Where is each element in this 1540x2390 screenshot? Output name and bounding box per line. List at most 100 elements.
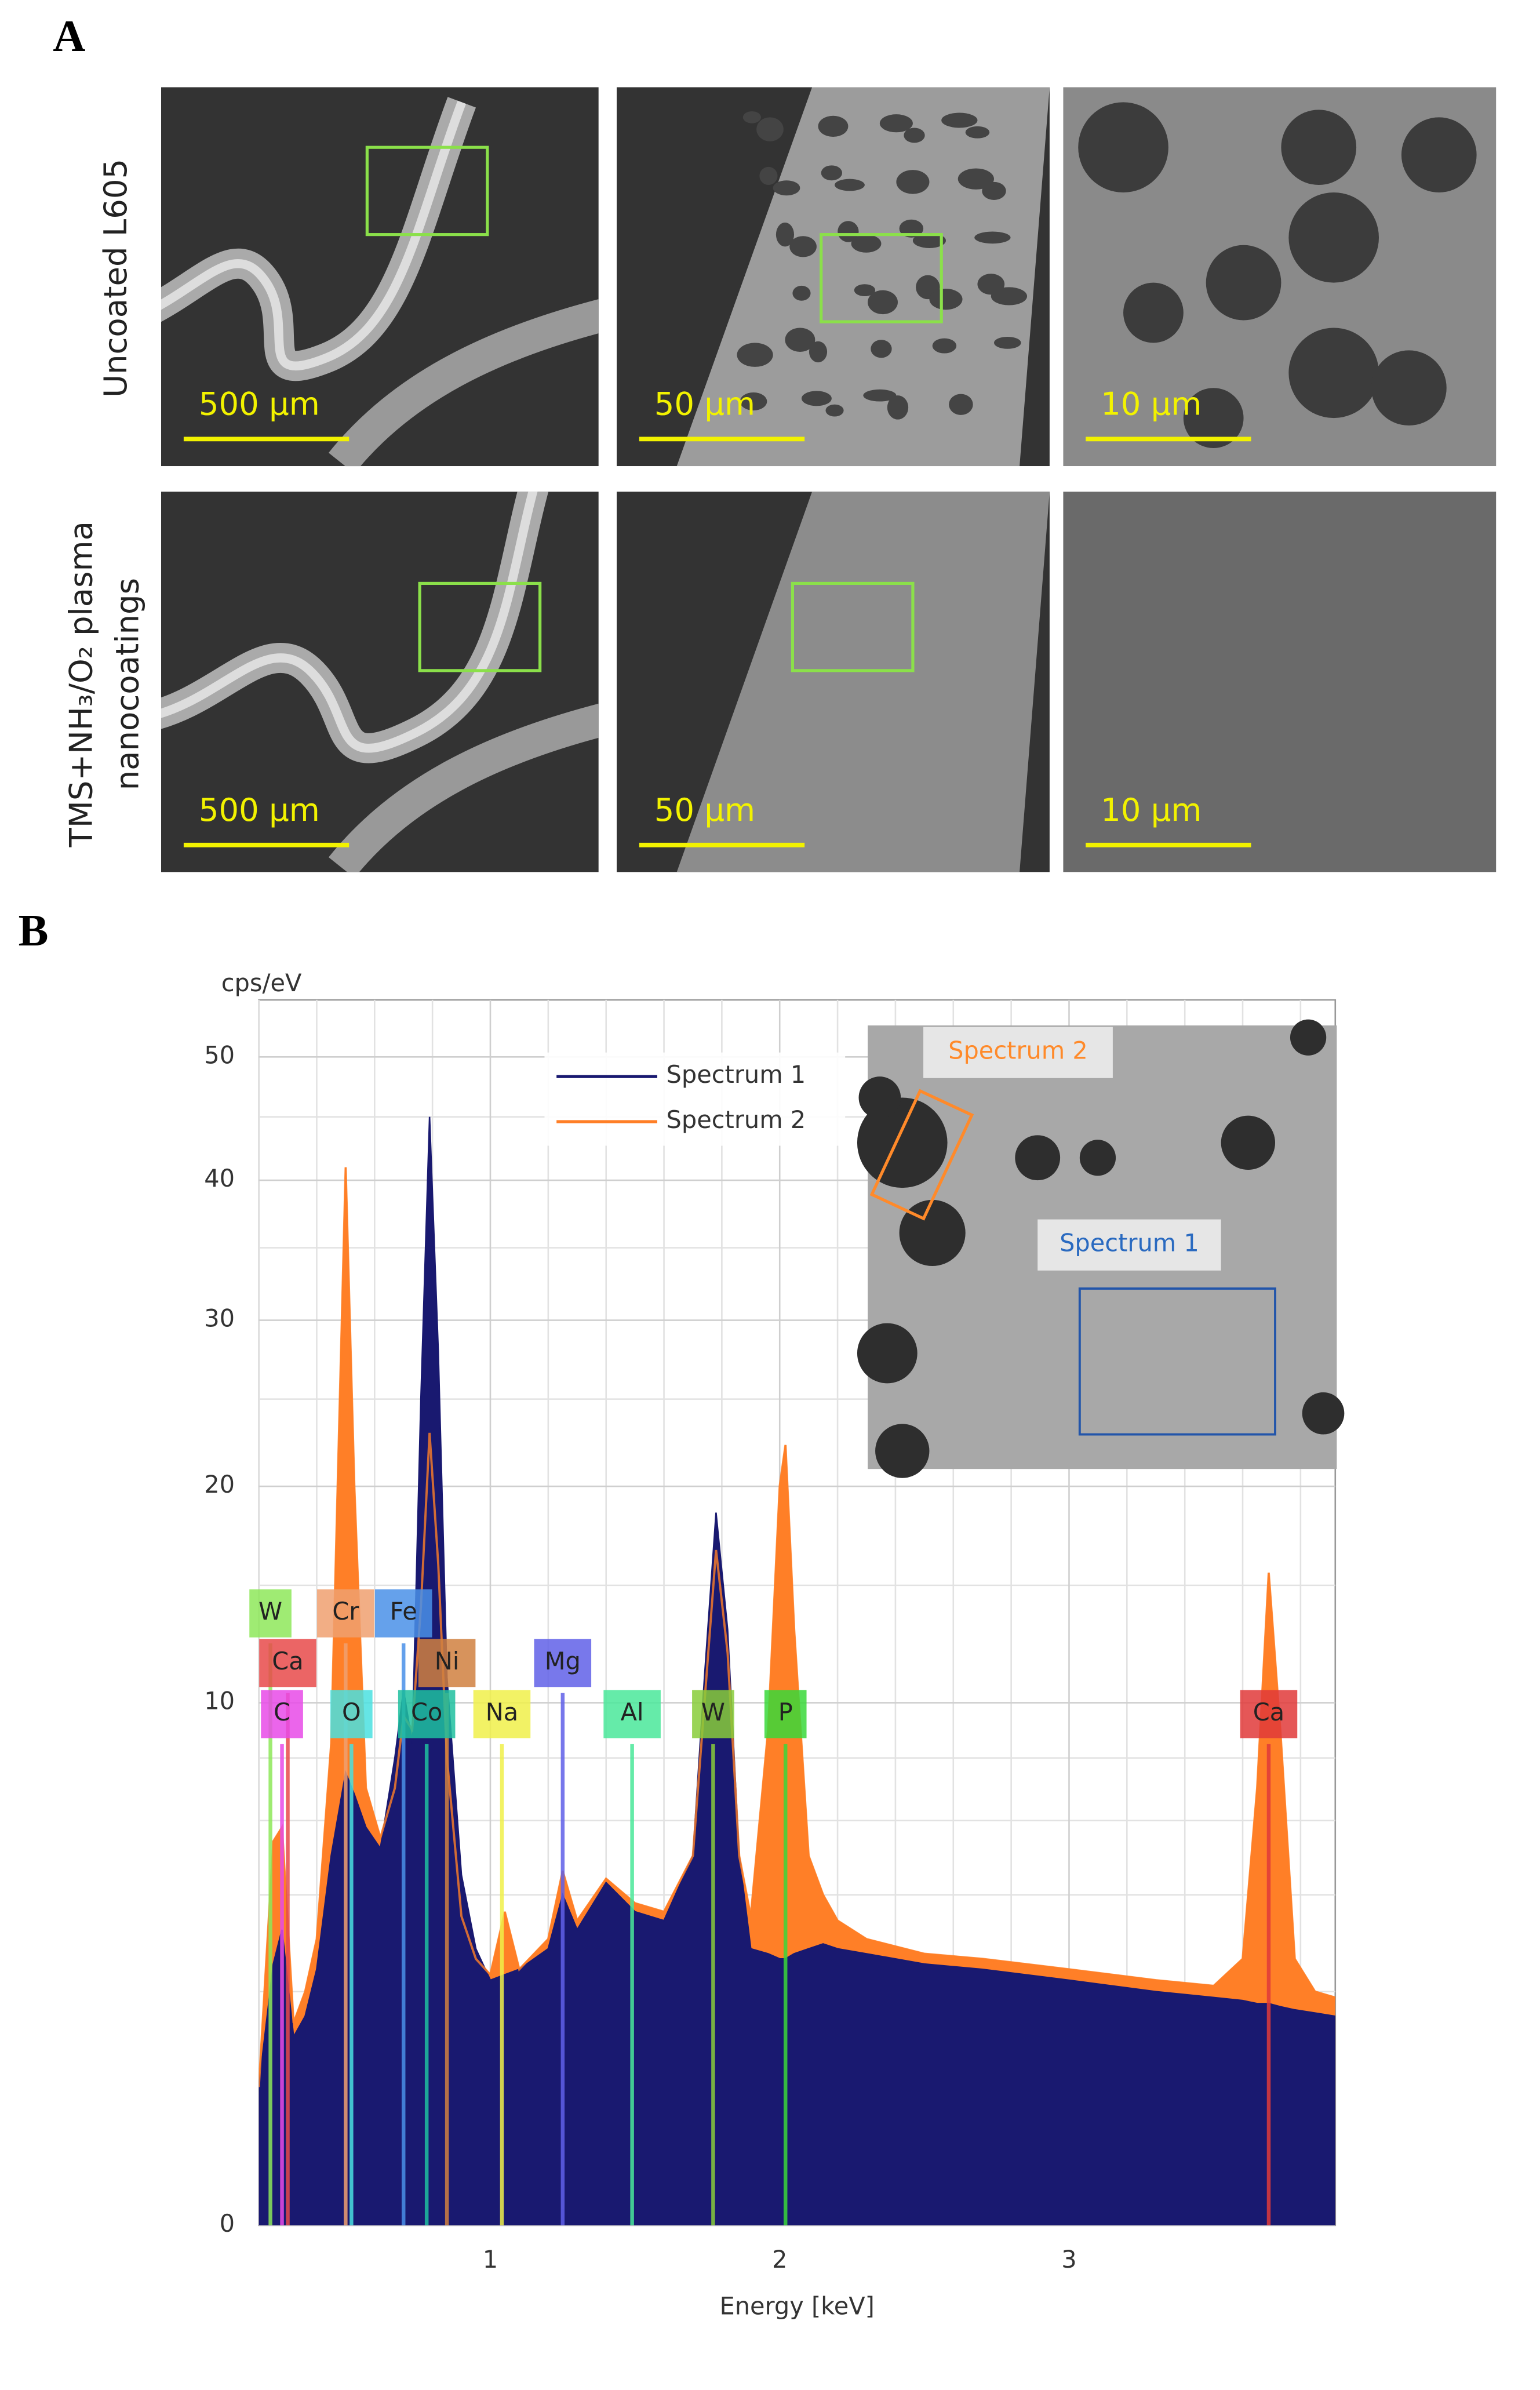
- zoom-box: [418, 581, 542, 672]
- row-label: TMS+NH₃/O₂ plasma: [62, 521, 99, 847]
- row-label: Uncoated L605: [97, 159, 134, 398]
- x-tick-label: 3: [1061, 2245, 1076, 2273]
- deposit: [863, 389, 897, 402]
- element-label-box: [534, 1639, 592, 1687]
- spectrum-2-region: [869, 1089, 974, 1221]
- x-axis-label: Energy [keV]: [720, 2292, 875, 2320]
- element-label: Cr: [332, 1597, 359, 1625]
- element-label: P: [778, 1698, 793, 1726]
- y-tick-label: 10: [204, 1686, 235, 1715]
- element-label-box: [473, 1690, 531, 1738]
- y-tick-label: 0: [220, 2209, 235, 2238]
- y-axis-label: cps/eV: [221, 969, 302, 997]
- element-label: Ca: [1253, 1698, 1284, 1726]
- deposit: [742, 111, 761, 123]
- y-tick-label: 30: [204, 1304, 235, 1333]
- sem-image: [161, 492, 599, 872]
- inset-image: Spectrum 2 Spectrum 1: [857, 1019, 1345, 1478]
- series-line: [259, 1167, 1335, 2087]
- deposit: [773, 180, 800, 196]
- element-label-box: [249, 1589, 292, 1638]
- deposit: [982, 181, 1006, 200]
- element-label: Na: [486, 1698, 518, 1726]
- element-label-box: [692, 1690, 734, 1738]
- deposit: [868, 290, 898, 315]
- deposit: [1288, 328, 1379, 419]
- deposit: [776, 222, 795, 247]
- deposit: [789, 236, 817, 257]
- y-tick-label: 20: [204, 1470, 235, 1498]
- element-label-box: [261, 1690, 303, 1738]
- inset-label: Spectrum 2: [948, 1036, 1088, 1065]
- element-label-box: [418, 1639, 476, 1687]
- inset-label-box: [1037, 1219, 1221, 1271]
- deposit: [871, 340, 892, 358]
- deposit: [1281, 110, 1357, 185]
- deposit: [904, 128, 925, 143]
- element-label: W: [259, 1597, 282, 1625]
- element-label-box: [603, 1690, 661, 1738]
- zoom-box: [820, 233, 943, 323]
- sem-image: [1063, 87, 1497, 467]
- deposit: [974, 231, 1011, 244]
- deposit: [1079, 1140, 1116, 1176]
- scale-bar-label: 50 µm: [654, 385, 755, 422]
- series-area: [259, 1116, 1335, 2225]
- deposit: [851, 234, 882, 253]
- scale-bar-label: 50 µm: [654, 791, 755, 828]
- sem-image: [616, 87, 1050, 467]
- deposit: [1302, 1392, 1345, 1435]
- deposit: [1078, 102, 1168, 193]
- deposit: [809, 341, 828, 363]
- element-label-box: [374, 1589, 432, 1638]
- sem-image: [1063, 492, 1497, 872]
- deposit: [932, 338, 957, 354]
- inset-label: Spectrum 1: [1060, 1229, 1199, 1257]
- deposit: [912, 233, 946, 248]
- element-label: Ca: [272, 1647, 303, 1675]
- element-label-box: [259, 1639, 316, 1687]
- row-label: nanocoatings: [109, 578, 146, 790]
- deposit: [899, 1199, 966, 1267]
- sem-image: [616, 492, 1050, 872]
- element-label-box: [1240, 1690, 1298, 1738]
- deposit: [825, 404, 844, 417]
- deposit: [857, 1323, 918, 1384]
- deposit: [857, 1097, 948, 1188]
- deposit: [993, 337, 1021, 349]
- deposit: [949, 394, 973, 415]
- deposit: [821, 165, 843, 181]
- sem-background: [1063, 492, 1497, 872]
- element-label-box: [764, 1690, 807, 1738]
- deposit: [1371, 350, 1447, 426]
- x-tick-label: 1: [483, 2245, 498, 2273]
- deposit: [854, 284, 876, 296]
- deposit: [756, 117, 784, 141]
- element-label-box: [398, 1690, 456, 1738]
- deposit: [941, 112, 978, 128]
- y-tick-label: 50: [204, 1041, 235, 1069]
- deposit: [838, 221, 859, 242]
- wire-highlight: [161, 100, 467, 371]
- deposit: [835, 179, 865, 191]
- deposit: [858, 1076, 901, 1119]
- x-tick-label: 2: [772, 2245, 787, 2273]
- deposit: [965, 126, 990, 139]
- element-label-box: [330, 1690, 373, 1738]
- y-tick-label: 40: [204, 1164, 235, 1192]
- scale-bar-label: 10 µm: [1101, 791, 1202, 828]
- wire: [328, 299, 599, 467]
- legend-box: [544, 1052, 846, 1146]
- zoom-box: [365, 145, 489, 237]
- legend: Spectrum 1 Spectrum 2: [544, 1052, 846, 1146]
- deposit: [1290, 1019, 1327, 1056]
- legend-label: Spectrum 1: [667, 1060, 806, 1089]
- deposit: [1183, 388, 1244, 448]
- deposit: [785, 328, 815, 352]
- deposit: [896, 170, 930, 194]
- sem-image: [161, 87, 599, 467]
- legend-label: Spectrum 2: [667, 1105, 806, 1134]
- element-label: Al: [621, 1698, 644, 1726]
- deposit: [740, 392, 767, 411]
- element-label: O: [342, 1698, 361, 1726]
